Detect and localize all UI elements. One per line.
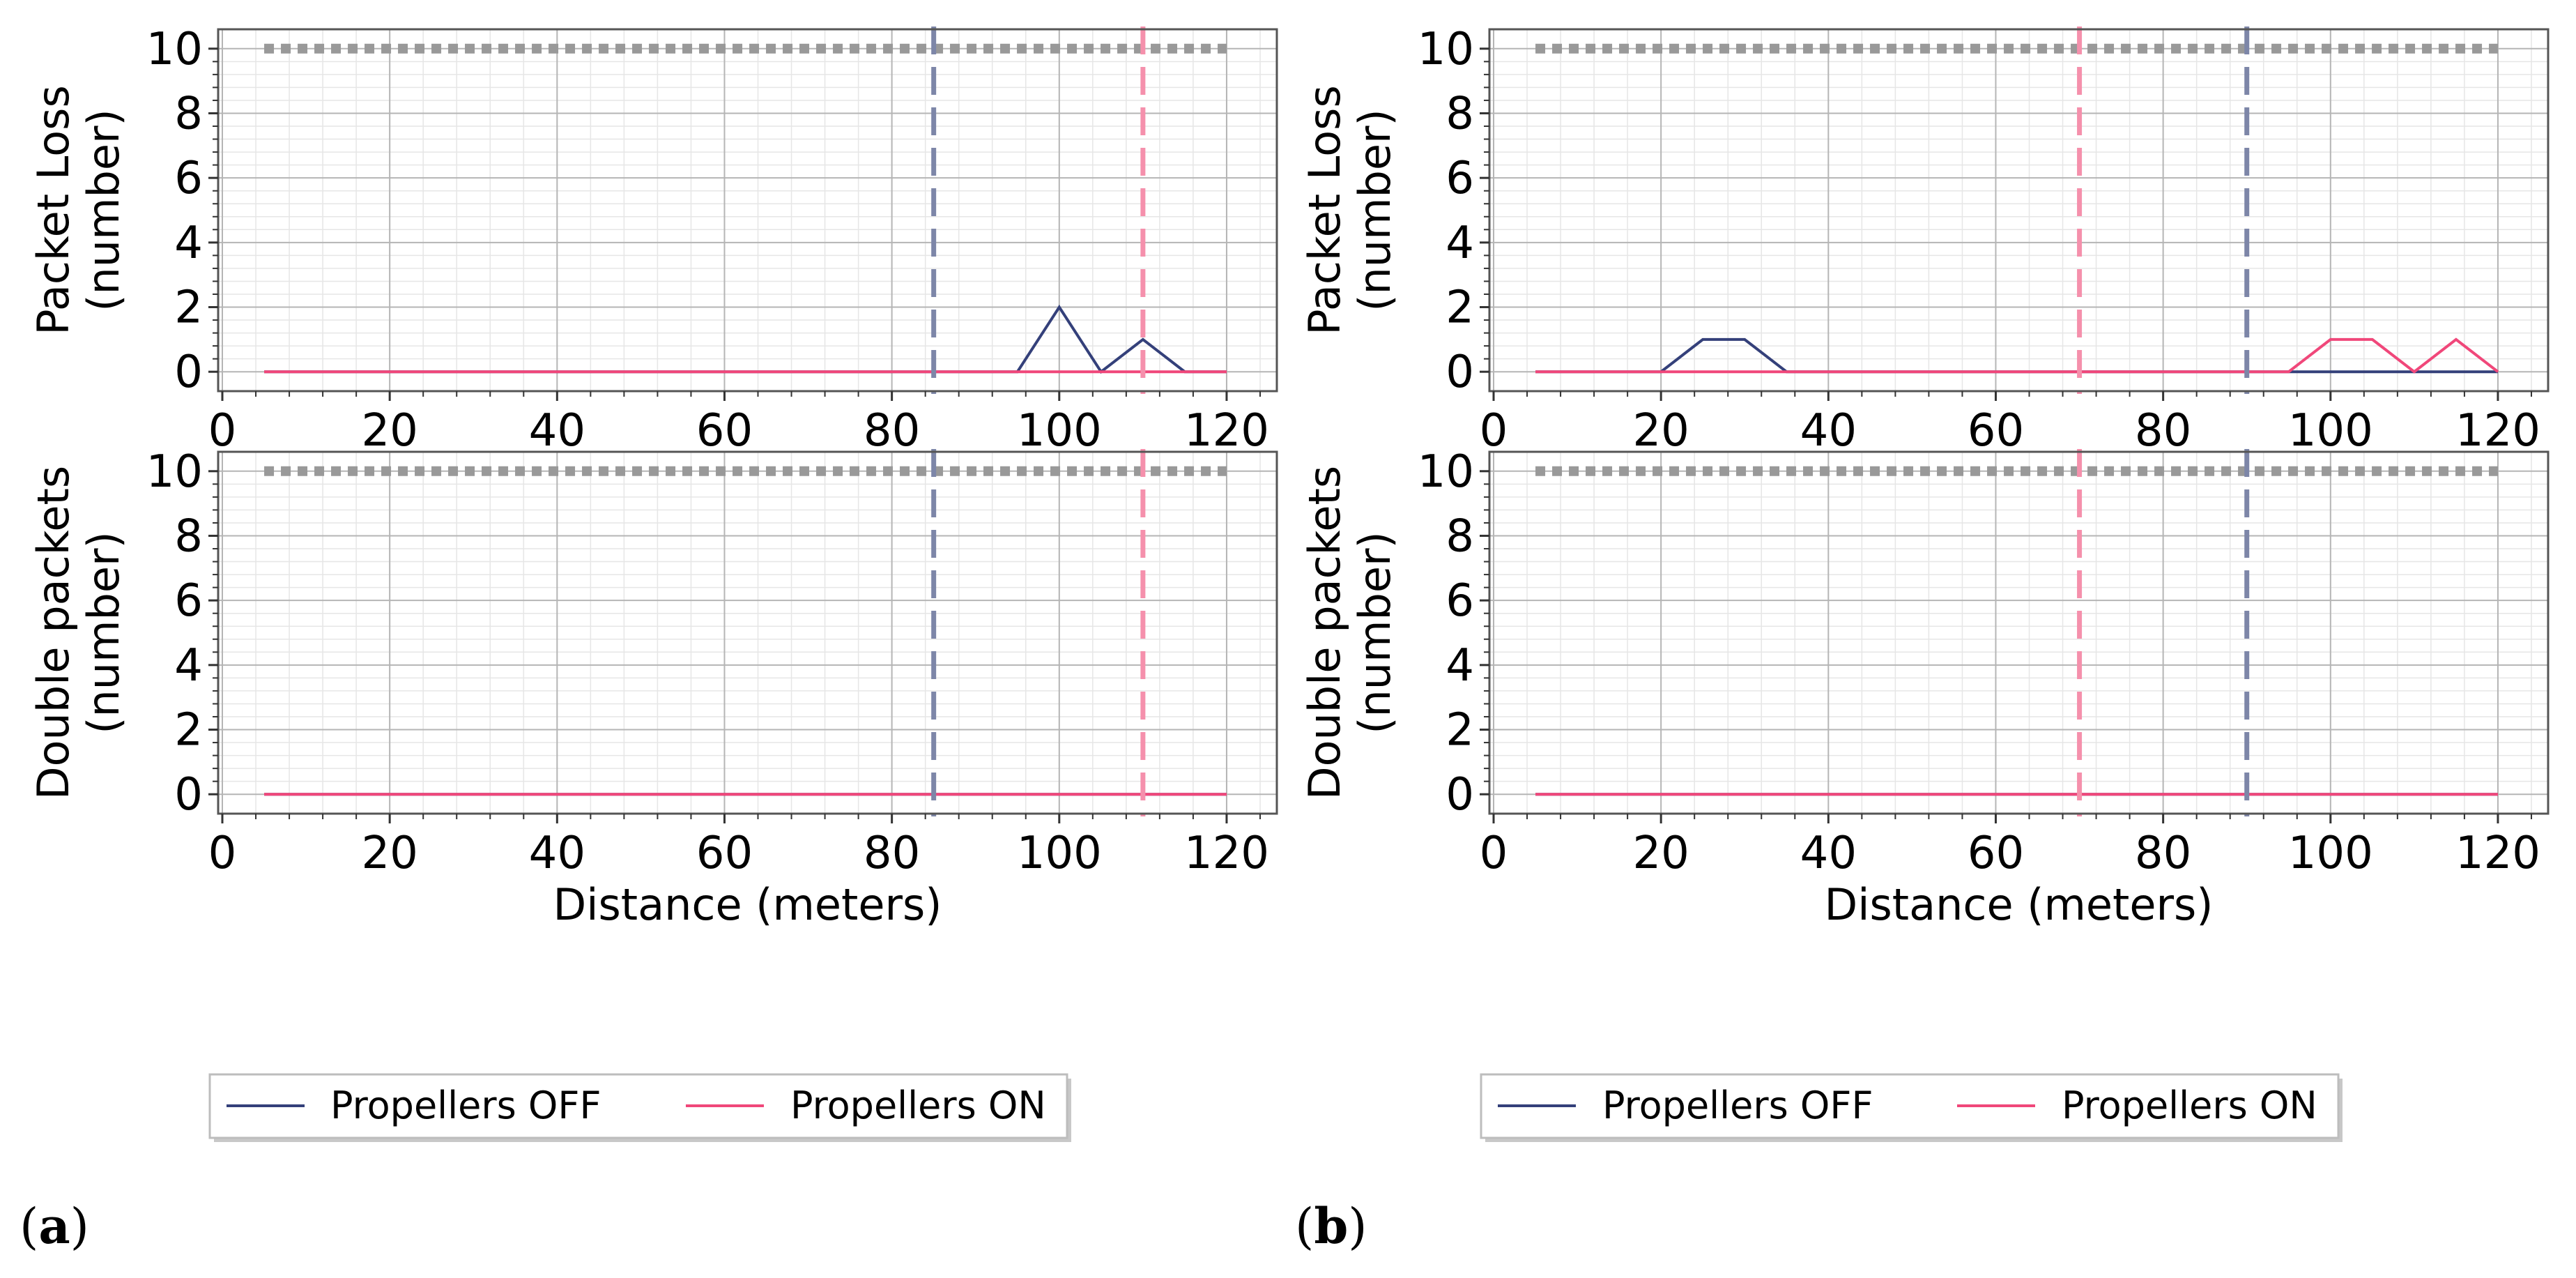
chart-b-bottom-y-tick-label: 4 — [1446, 640, 1474, 692]
chart-b-bottom-y-tick-label: 6 — [1446, 575, 1474, 627]
chart-b-top-x-tick-label: 20 — [1632, 405, 1689, 457]
chart-a-top-y-tick-label: 10 — [146, 24, 203, 75]
legend-a: Propellers OFF Propellers ON — [208, 1073, 1071, 1142]
chart-a-top-x-tick-label: 80 — [864, 405, 920, 457]
legend-b-off-label: Propellers OFF — [1602, 1083, 1873, 1127]
panel-label-b: (b) — [1295, 1197, 1367, 1255]
panel-label-b-close: ) — [1348, 1198, 1367, 1255]
chart-a-bottom-x-tick-label: 0 — [208, 828, 237, 879]
chart-a-top-y-tick-label: 0 — [174, 347, 203, 398]
chart-b-bottom-xlabel: Distance (meters) — [1825, 879, 2214, 930]
chart-b-top-y-tick-label: 10 — [1418, 24, 1474, 75]
panel-label-b-open: ( — [1295, 1198, 1314, 1255]
chart-a-bottom-x-tick-label: 100 — [1017, 828, 1102, 879]
chart-a-top-x-tick-label: 100 — [1017, 405, 1102, 457]
chart-b-top-y-tick-label: 2 — [1446, 282, 1474, 334]
chart-b-bottom-x-tick-label: 100 — [2288, 828, 2373, 879]
chart-b-top-series-propellers-on — [1535, 337, 2499, 374]
legend-a-on-label: Propellers ON — [790, 1083, 1046, 1127]
chart-b-top-y-tick-label: 4 — [1446, 218, 1474, 269]
legend-b-box — [1480, 1073, 2340, 1139]
chart-a-top-y-tick-label: 6 — [174, 153, 203, 204]
chart-b-bottom-ylabel-line1: Double packets — [1299, 466, 1350, 800]
chart-b-bottom-x-tick-label: 60 — [1968, 828, 2024, 879]
chart-b-top-ylabel-line1: Packet Loss — [1299, 85, 1350, 335]
chart-a-top-x-tick-label: 60 — [696, 405, 753, 457]
chart-b-bottom-y-tick-label: 2 — [1446, 705, 1474, 756]
chart-b-top-x-tick-label: 100 — [2288, 405, 2373, 457]
panel-label-a-close: ) — [70, 1198, 89, 1255]
chart-a-bottom-ylabel-line2: (number) — [78, 531, 129, 733]
chart-b-bottom-x-tick-label: 80 — [2135, 828, 2191, 879]
chart-b-bottom-x-tick-label: 120 — [2455, 828, 2540, 879]
chart-a-top-x-tick-label: 0 — [208, 405, 237, 457]
chart-a-top-x-tick-label: 20 — [361, 405, 417, 457]
legend-a-box — [208, 1073, 1068, 1139]
chart-b-top-y-tick-label: 6 — [1446, 153, 1474, 204]
chart-a-top-frame — [217, 28, 1278, 393]
panel-label-a-letter: a — [38, 1197, 70, 1255]
chart-a-bottom-y-tick-label: 4 — [174, 640, 203, 692]
chart-a-top-ylabel-line1: Packet Loss — [28, 85, 79, 335]
chart-b-bottom-x-tick-label: 40 — [1800, 828, 1857, 879]
chart-a-bottom-x-tick-label: 40 — [529, 828, 585, 879]
chart-b-bottom-y-tick-label: 10 — [1418, 446, 1474, 498]
chart-a-top-y-tick-label: 2 — [174, 282, 203, 334]
chart-a-bottom-y-tick-label: 6 — [174, 575, 203, 627]
chart-a-bottom-y-tick-label: 2 — [174, 705, 203, 756]
chart-a-bottom-xlabel: Distance (meters) — [553, 879, 942, 930]
chart-b-top-x-tick-label: 80 — [2135, 405, 2191, 457]
panel-label-b-letter: b — [1314, 1197, 1348, 1255]
chart-b-top-x-tick-label: 0 — [1480, 405, 1508, 457]
panel-label-a-open: ( — [20, 1198, 38, 1255]
legend-b: Propellers OFF Propellers ON — [1480, 1073, 2343, 1142]
chart-a-bottom-ylabel-line1: Double packets — [28, 466, 79, 800]
chart-b-top-y-tick-label: 0 — [1446, 347, 1474, 398]
chart-b-bottom-x-tick-label: 0 — [1480, 828, 1508, 879]
chart-a-bottom-y-tick-label: 0 — [174, 769, 203, 821]
chart-a-top-y-tick-label: 8 — [174, 88, 203, 139]
chart-b-top-ylabel-line2: (number) — [1349, 109, 1400, 311]
chart-b-top-x-tick-label: 60 — [1968, 405, 2024, 457]
chart-a-bottom-x-tick-label: 60 — [696, 828, 753, 879]
chart-a-bottom-x-tick-label: 20 — [361, 828, 417, 879]
panel-label-a: (a) — [20, 1197, 89, 1255]
chart-b-bottom-frame — [1488, 450, 2550, 815]
chart-b-top-y-tick-label: 8 — [1446, 88, 1474, 139]
chart-a-top-x-tick-label: 120 — [1184, 405, 1269, 457]
chart-b-bottom-y-tick-label: 0 — [1446, 769, 1474, 821]
chart-b-top-x-tick-label: 40 — [1800, 405, 1857, 457]
chart-a-top-y-tick-label: 4 — [174, 218, 203, 269]
chart-b-bottom-x-tick-label: 20 — [1632, 828, 1689, 879]
legend-a-off-label: Propellers OFF — [330, 1083, 601, 1127]
chart-a-bottom-y-tick-label: 10 — [146, 446, 203, 498]
chart-b-bottom-y-tick-label: 8 — [1446, 510, 1474, 562]
legend-b-on-label: Propellers ON — [2062, 1083, 2317, 1127]
chart-a-bottom-y-tick-label: 8 — [174, 510, 203, 562]
chart-a-top-x-tick-label: 40 — [529, 405, 585, 457]
chart-a-bottom-x-tick-label: 120 — [1184, 828, 1269, 879]
chart-a-bottom-frame — [217, 450, 1278, 815]
chart-b-top-x-tick-label: 120 — [2455, 405, 2540, 457]
chart-a-top-ylabel-line2: (number) — [78, 109, 129, 311]
chart-b-top-frame — [1488, 28, 2550, 393]
chart-b-bottom-ylabel-line2: (number) — [1349, 531, 1400, 733]
chart-a-bottom-x-tick-label: 80 — [864, 828, 920, 879]
